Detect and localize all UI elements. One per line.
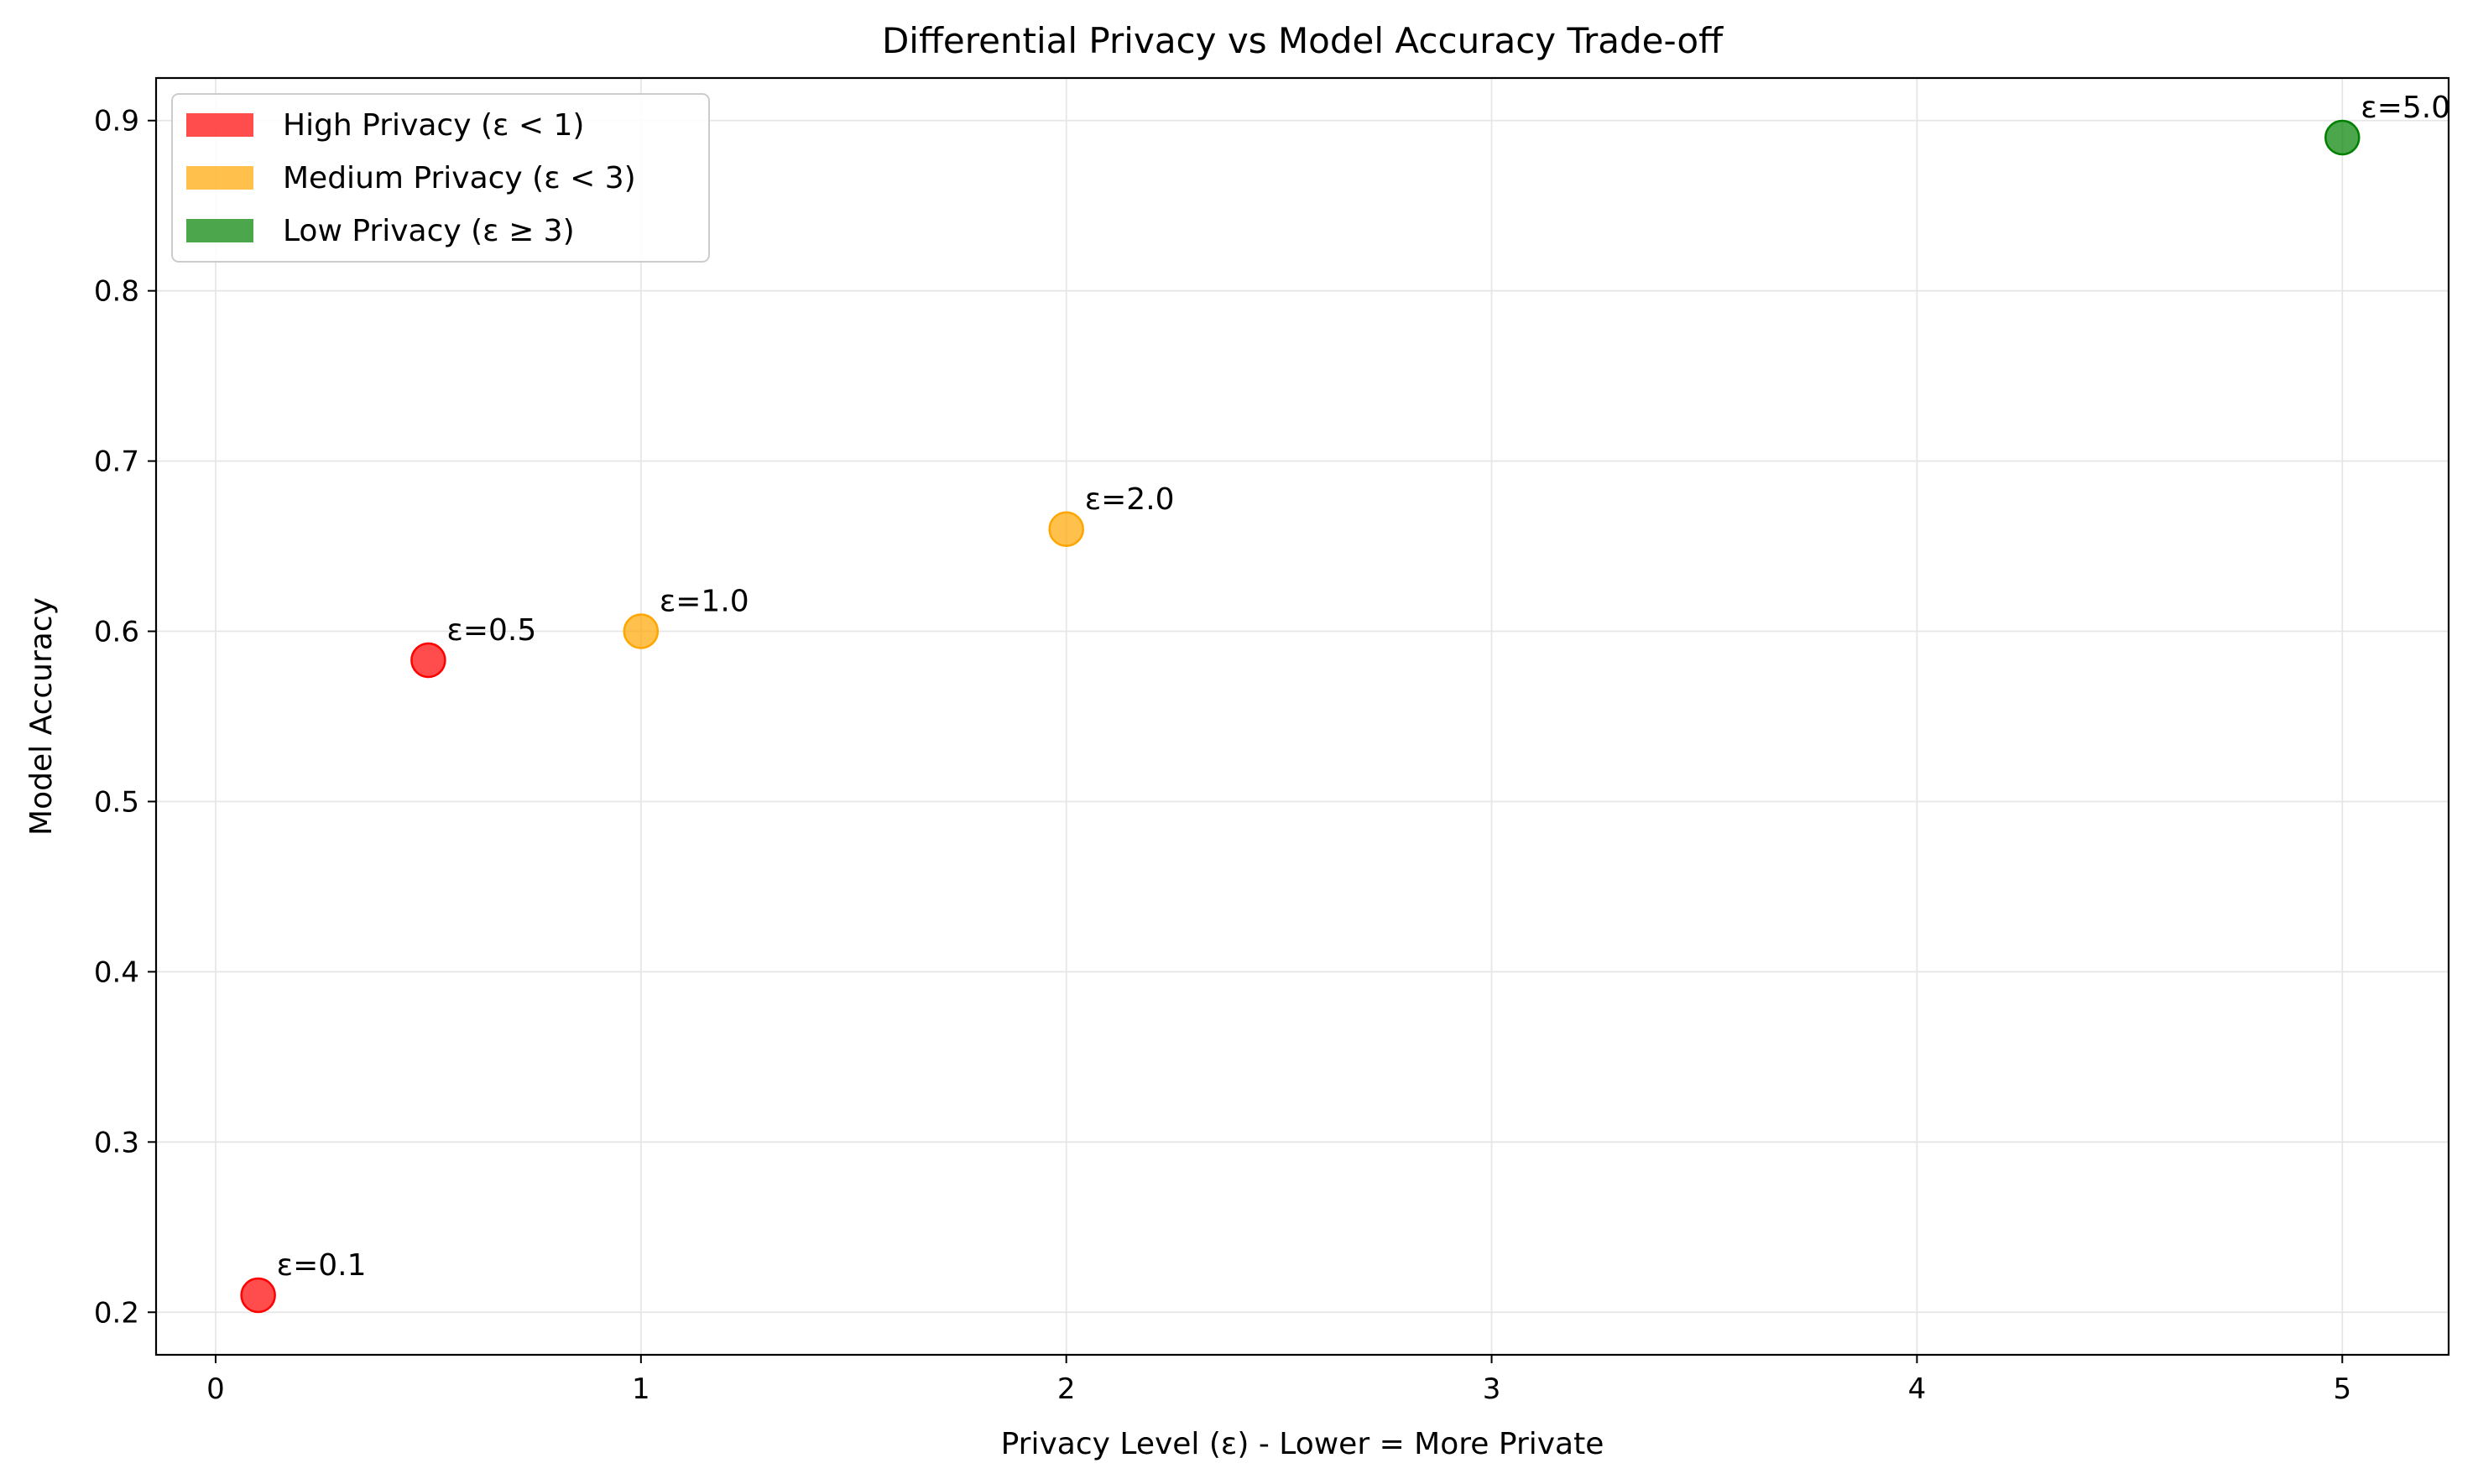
legend-label: Low Privacy (ε ≥ 3) [283, 214, 575, 248]
x-tick-label: 5 [2333, 1372, 2351, 1406]
x-tick-label: 4 [1908, 1372, 1927, 1406]
y-tick-label: 0.3 [94, 1126, 139, 1159]
data-point-label: ε=0.5 [446, 613, 536, 648]
y-tick-label: 0.2 [94, 1296, 139, 1330]
chart-title: Differential Privacy vs Model Accuracy T… [882, 20, 1724, 61]
y-axis-ticks: 0.2 0.3 0.4 0.5 0.6 0.7 0.8 0.9 [94, 105, 156, 1330]
legend-frame [171, 93, 710, 263]
x-axis-label: Privacy Level (ε) - Lower = More Private [1001, 1427, 1604, 1461]
data-point [623, 613, 660, 649]
y-tick-label: 0.5 [94, 785, 139, 819]
legend-label: High Privacy (ε < 1) [283, 108, 584, 143]
data-points [240, 119, 2361, 1314]
x-tick-label: 0 [206, 1372, 225, 1406]
y-tick-label: 0.8 [94, 275, 139, 309]
y-axis-label: Model Accuracy [24, 597, 59, 836]
x-tick-label: 1 [632, 1372, 650, 1406]
x-axis-ticks: 0 1 2 3 4 5 [206, 1355, 2351, 1406]
data-point-label: ε=5.0 [2361, 91, 2450, 125]
plot-frame [154, 76, 2450, 1356]
data-point [240, 1277, 276, 1314]
point-labels: ε=0.1 ε=0.5 ε=1.0 ε=2.0 ε=5.0 [277, 91, 2451, 1283]
data-point-label: ε=2.0 [1085, 482, 1175, 517]
legend-label: Medium Privacy (ε < 3) [283, 161, 636, 195]
legend-swatch [186, 166, 253, 190]
data-point [410, 642, 446, 679]
legend-swatch [186, 113, 253, 137]
y-tick-label: 0.7 [94, 445, 139, 479]
legend: High Privacy (ε < 1) Medium Privacy (ε < … [171, 93, 710, 263]
grid [156, 78, 2449, 1355]
data-point [1048, 511, 1084, 548]
y-tick-label: 0.4 [94, 955, 139, 989]
y-tick-label: 0.6 [94, 616, 139, 649]
data-point [2324, 119, 2361, 156]
legend-swatch [186, 219, 253, 242]
data-point-label: ε=0.1 [277, 1248, 367, 1283]
x-tick-label: 2 [1057, 1372, 1076, 1406]
y-tick-label: 0.9 [94, 105, 139, 138]
data-point-label: ε=1.0 [660, 585, 749, 619]
x-tick-label: 3 [1483, 1372, 1501, 1406]
